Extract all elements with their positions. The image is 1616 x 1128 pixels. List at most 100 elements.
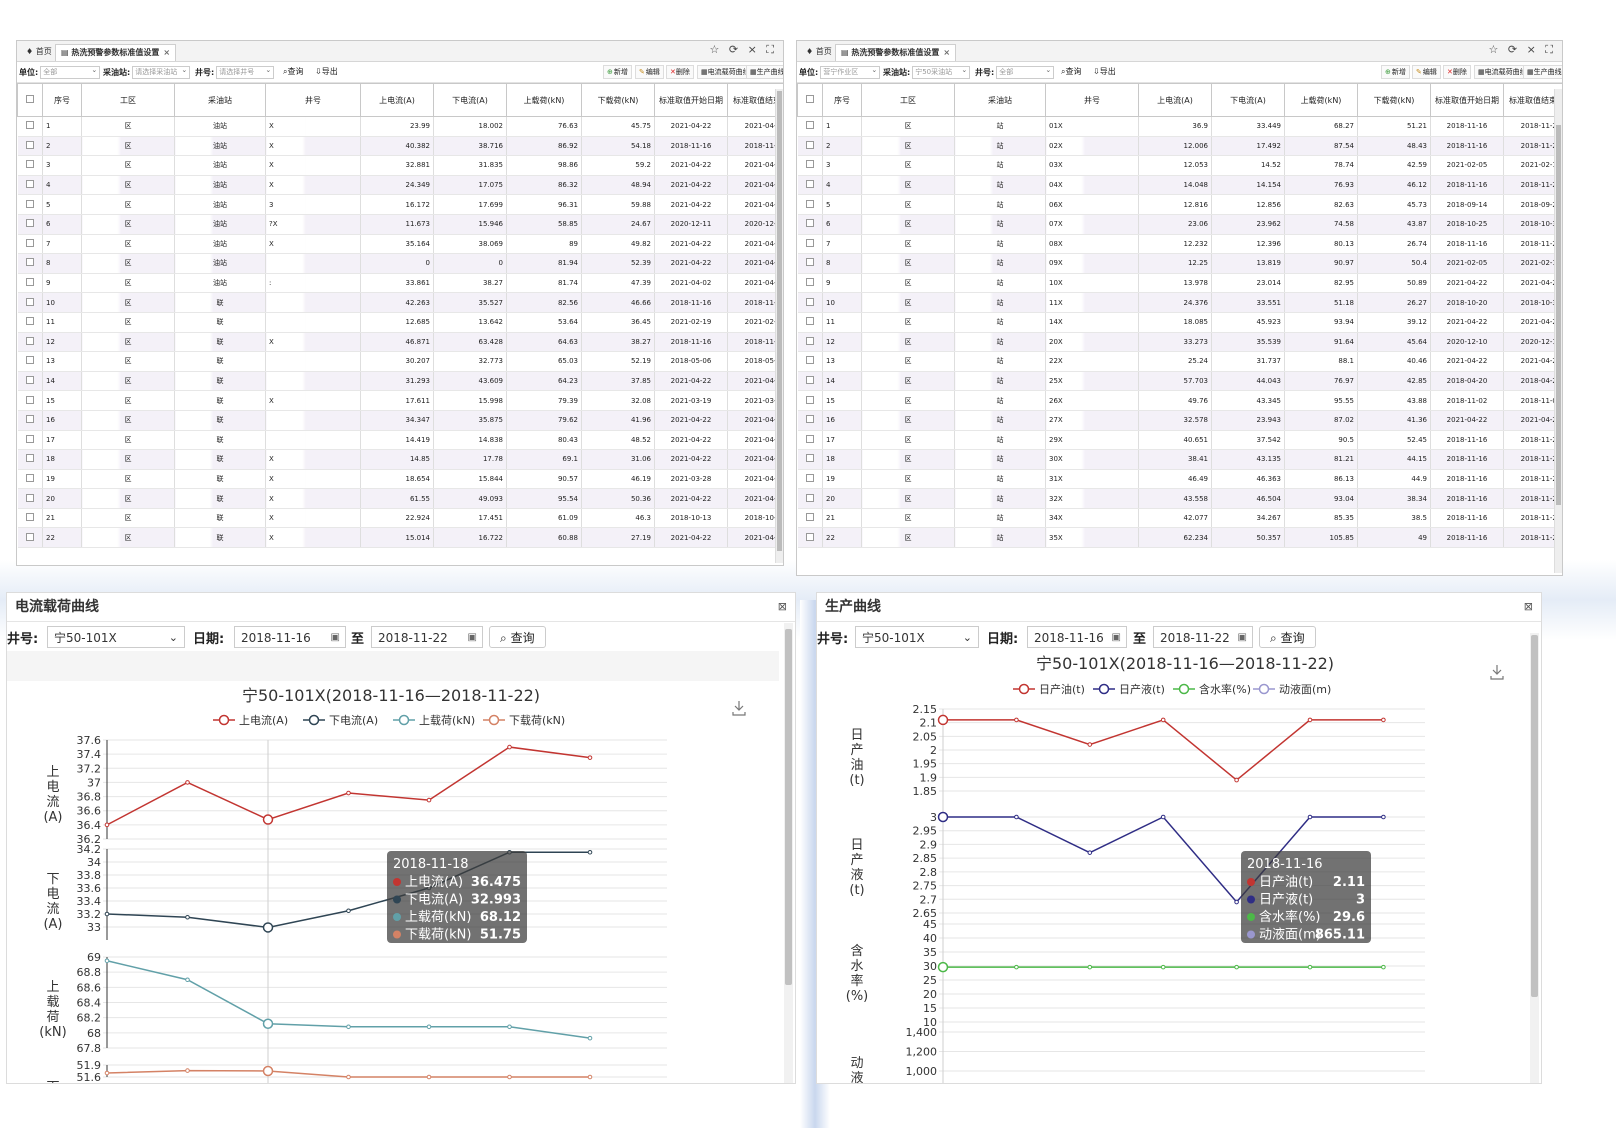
row-checkbox[interactable]: [805, 376, 814, 385]
table-row[interactable]: 17 区站 29X 40.651 37.542 90.5 52.45 2018-11-16 20…: [797, 430, 1562, 451]
row-checkbox[interactable]: [25, 493, 34, 502]
row-checkbox[interactable]: [25, 356, 34, 365]
table-row[interactable]: 6 区油站 ?X 11.673 15.946 58.85 24.67 2020-12-11 20…: [17, 214, 783, 235]
date-to-input[interactable]: 2018-11-22 ▣: [1153, 626, 1253, 648]
table-row[interactable]: 1 区站 01X 36.9 33.449 68.27 51.21 2018-11-16 2018…: [797, 116, 1562, 137]
column-header[interactable]: 标准取值结束日期: [1503, 83, 1562, 117]
current-load-curve-button[interactable]: ▦电流载荷曲线: [1474, 65, 1531, 79]
add-button[interactable]: ⊕新增: [1381, 65, 1410, 79]
column-header[interactable]: 上电流(A): [1138, 83, 1212, 117]
chart-panel-scrollbar[interactable]: [784, 623, 793, 1083]
table-row[interactable]: 19 区站 31X 46.49 46.363 86.13 44.9 2018-11-16 201…: [797, 469, 1562, 490]
unit-select[interactable]: 全部: [40, 65, 101, 79]
row-checkbox[interactable]: [805, 532, 814, 541]
table-row[interactable]: 6 区站 07X 23.06 23.962 74.58 43.87 2018-10-25 201…: [797, 214, 1562, 235]
row-checkbox[interactable]: [25, 317, 34, 326]
row-checkbox[interactable]: [805, 219, 814, 228]
production-curve-button[interactable]: ▦生产曲线: [1523, 65, 1562, 79]
row-checkbox[interactable]: [25, 395, 34, 404]
row-checkbox[interactable]: [25, 219, 34, 228]
select-all-checkbox[interactable]: [797, 83, 823, 117]
row-checkbox[interactable]: [805, 493, 814, 502]
column-header[interactable]: 井号: [1045, 83, 1139, 117]
close-tab-icon[interactable]: ×: [163, 48, 171, 57]
table-row[interactable]: 11 区站 14X 18.085 45.923 93.94 39.12 2021-04-22 2…: [797, 312, 1562, 333]
table-row[interactable]: 19 区联 X 18.654 15.844 90.57 46.19 2021-03-28 202…: [17, 469, 783, 490]
table-row[interactable]: 14 区联 31.293 43.609 64.23 37.85 2021-04-22 2021…: [17, 371, 783, 392]
row-checkbox[interactable]: [25, 121, 34, 130]
column-header[interactable]: 上电流(A): [360, 83, 434, 117]
window-controls[interactable]: ☆ ⟳ × ⛶: [709, 43, 777, 56]
table-row[interactable]: 3 区油站 X 32.881 31.835 98.86 59.2 2021-04-22 2021…: [17, 155, 783, 176]
column-header[interactable]: 下电流(A): [1211, 83, 1285, 117]
close-tab-icon[interactable]: ×: [943, 48, 951, 57]
well-select[interactable]: 宁50-101X ⌄: [855, 626, 979, 648]
select-all-checkbox[interactable]: [17, 83, 43, 117]
row-checkbox[interactable]: [25, 238, 34, 247]
table-scrollbar[interactable]: [1554, 89, 1562, 573]
date-from-input[interactable]: 2018-11-16 ▣: [1027, 626, 1127, 648]
table-row[interactable]: 4 区油站 X 24.349 17.075 86.32 48.94 2021-04-22 202…: [17, 175, 783, 196]
window-controls[interactable]: ☆ ⟳ × ⛶: [1488, 43, 1556, 56]
row-checkbox[interactable]: [25, 434, 34, 443]
column-header[interactable]: 工区: [81, 83, 175, 117]
date-from-input[interactable]: 2018-11-16 ▣: [234, 626, 346, 648]
unit-select[interactable]: 营宁作业区: [820, 65, 881, 79]
close-panel-icon[interactable]: ⊠: [1523, 600, 1533, 613]
delete-button[interactable]: ✕删除: [666, 65, 694, 79]
table-row[interactable]: 13 区站 22X 25.24 31.737 88.1 40.46 2021-04-22 202…: [797, 351, 1562, 372]
row-checkbox[interactable]: [805, 180, 814, 189]
table-row[interactable]: 21 区站 34X 42.077 34.267 85.35 38.5 2018-11-16 20…: [797, 508, 1562, 529]
row-checkbox[interactable]: [805, 454, 814, 463]
table-row[interactable]: 9 区油站:33.861 38.27 81.74 47.39 2021-04-02 2021…: [17, 273, 783, 294]
table-row[interactable]: 3 区站 03X 12.053 14.52 78.74 42.59 2021-02-05 202…: [797, 155, 1562, 176]
table-row[interactable]: 7 区油站 X 35.164 38.069 89 49.82 2021-04-22 2021-0…: [17, 234, 783, 255]
row-checkbox[interactable]: [805, 140, 814, 149]
column-header[interactable]: 采油站: [954, 83, 1046, 117]
well-select[interactable]: 请选择井号: [216, 65, 275, 79]
table-row[interactable]: 20 区联 X 61.55 49.093 95.54 50.36 2021-04-22 2021…: [17, 488, 783, 509]
row-checkbox[interactable]: [25, 140, 34, 149]
chart-panel-scrollbar[interactable]: [1530, 633, 1539, 1083]
table-row[interactable]: 15 区联 X 17.611 15.998 79.39 32.08 2021-03-19 202…: [17, 390, 783, 411]
row-checkbox[interactable]: [805, 121, 814, 130]
table-row[interactable]: 18 区站 30X 38.41 43.135 81.21 44.15 2018-11-16 20…: [797, 449, 1562, 470]
table-row[interactable]: 10 区联 42.263 35.527 82.56 46.66 2018-11-16 2018…: [17, 292, 783, 313]
download-icon[interactable]: [732, 701, 746, 716]
table-row[interactable]: 11 区联 12.685 13.642 53.64 36.45 2021-02-19 2021…: [17, 312, 783, 333]
row-checkbox[interactable]: [805, 336, 814, 345]
column-header[interactable]: 上载荷(kN): [506, 83, 582, 117]
row-checkbox[interactable]: [25, 415, 34, 424]
table-row[interactable]: 8 区油站 0 0 81.94 52.39 2021-04-22 2021-04-28: [17, 253, 783, 274]
column-header[interactable]: 工区: [861, 83, 955, 117]
row-checkbox[interactable]: [805, 160, 814, 169]
tab-home[interactable]: ♦ 首页: [806, 47, 832, 56]
table-row[interactable]: 16 区联 34.347 35.875 79.62 41.96 2021-04-22 2021…: [17, 410, 783, 431]
well-select[interactable]: 宁50-101X ⌄: [47, 626, 185, 648]
tab-hotwash-settings[interactable]: ▤ 热洗预警参数标准值设置 ×: [835, 44, 957, 61]
table-row[interactable]: 22 区站 35X 62.234 50.357 105.85 49 2018-11-16 201…: [797, 527, 1562, 549]
column-header[interactable]: 井号: [265, 83, 361, 117]
row-checkbox[interactable]: [805, 297, 814, 306]
row-checkbox[interactable]: [805, 238, 814, 247]
close-panel-icon[interactable]: ⊠: [777, 600, 787, 613]
table-row[interactable]: 14 区站 25X 57.703 44.043 76.97 42.85 2018-04-20 2…: [797, 371, 1562, 392]
table-row[interactable]: 4 区站 04X 14.048 14.154 76.93 46.12 2018-11-16 20…: [797, 175, 1562, 196]
table-row[interactable]: 20 区站 32X 43.558 46.504 93.04 38.34 2018-11-16 2…: [797, 488, 1562, 509]
edit-button[interactable]: ✎编辑: [635, 65, 664, 79]
table-row[interactable]: 1 区油站 X 23.99 18.002 76.63 45.75 2021-04-22 2021…: [17, 116, 783, 137]
row-checkbox[interactable]: [805, 199, 814, 208]
date-to-input[interactable]: 2018-11-22 ▣: [371, 626, 483, 648]
column-header[interactable]: 标准取值开始日期: [1430, 83, 1504, 117]
column-header[interactable]: 上载荷(kN): [1284, 83, 1358, 117]
tab-hotwash-settings[interactable]: ▤ 热洗预警参数标准值设置 ×: [55, 44, 177, 61]
table-row[interactable]: 5 区站 06X 12.816 12.856 82.63 45.73 2018-09-14 20…: [797, 194, 1562, 215]
add-button[interactable]: ⊕新增: [603, 65, 632, 79]
table-row[interactable]: 7 区站 08X 12.232 12.396 80.13 26.74 2018-11-16 20…: [797, 234, 1562, 255]
table-row[interactable]: 18 区联 X 14.85 17.78 69.1 31.06 2021-04-22 2021-0…: [17, 449, 783, 470]
row-checkbox[interactable]: [25, 376, 34, 385]
column-header[interactable]: 序号: [822, 83, 862, 117]
table-scrollbar[interactable]: [775, 89, 783, 563]
export-button[interactable]: ⇩导出: [315, 67, 338, 76]
query-button[interactable]: ⌕ 查询: [489, 626, 546, 648]
